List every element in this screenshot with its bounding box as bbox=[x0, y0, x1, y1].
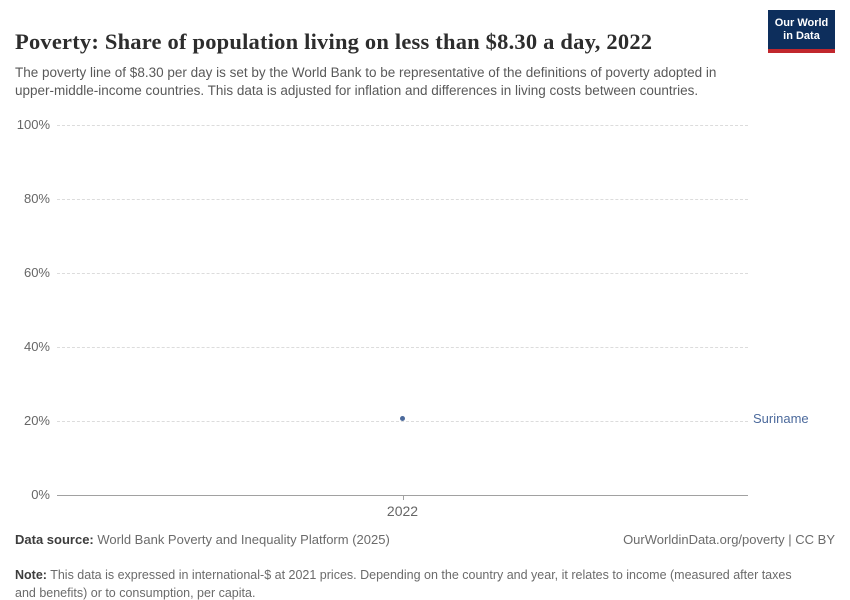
gridline-60% bbox=[57, 273, 748, 274]
y-axis-tick-label: 60% bbox=[23, 265, 50, 280]
note-label: Note: bbox=[15, 567, 47, 582]
gridline-100% bbox=[57, 125, 748, 126]
x-axis-tick-mark bbox=[402, 495, 404, 500]
gridline-80% bbox=[57, 199, 748, 200]
note-value: This data is expressed in international-… bbox=[15, 567, 792, 600]
owid-license-link[interactable]: OurWorldinData.org/poverty | CC BY bbox=[623, 532, 835, 547]
footer-note: Note: This data is expressed in internat… bbox=[15, 566, 815, 600]
owid-logo-stripe bbox=[768, 49, 835, 53]
chart-subtitle: The poverty line of $8.30 per day is set… bbox=[15, 64, 717, 98]
data-source-label: Data source: bbox=[15, 532, 94, 547]
data-source-value: World Bank Poverty and Inequality Platfo… bbox=[93, 532, 390, 547]
data-source-text: Data source: World Bank Poverty and Ineq… bbox=[15, 532, 390, 547]
footer-source-row: Data source: World Bank Poverty and Ineq… bbox=[15, 532, 835, 547]
owid-logo[interactable]: Our World in Data bbox=[768, 10, 835, 49]
y-axis-tick-label: 0% bbox=[31, 487, 50, 502]
entity-label-suriname[interactable]: Suriname bbox=[753, 410, 809, 426]
y-axis-tick-label: 20% bbox=[23, 413, 50, 428]
owid-logo-line2: in Data bbox=[783, 29, 820, 42]
owid-logo-line1: Our World bbox=[774, 16, 829, 29]
gridline-20% bbox=[57, 421, 748, 422]
page-title: Poverty: Share of population living on l… bbox=[15, 29, 653, 55]
x-axis-tick-label: 2022 bbox=[386, 503, 419, 519]
y-axis-tick-label: 100% bbox=[16, 117, 50, 132]
y-axis-tick-label: 40% bbox=[23, 339, 50, 354]
data-point-suriname[interactable] bbox=[400, 416, 405, 422]
y-axis-tick-label: 80% bbox=[23, 191, 50, 206]
gridline-40% bbox=[57, 347, 748, 348]
